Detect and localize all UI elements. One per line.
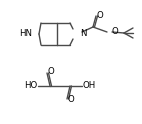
Text: HO: HO xyxy=(24,81,38,91)
Text: O: O xyxy=(97,11,103,19)
Text: O: O xyxy=(111,27,118,35)
Text: HN: HN xyxy=(19,29,32,37)
Text: N: N xyxy=(80,30,86,38)
Text: O: O xyxy=(48,67,54,77)
Text: OH: OH xyxy=(82,81,96,91)
Text: O: O xyxy=(68,95,74,105)
